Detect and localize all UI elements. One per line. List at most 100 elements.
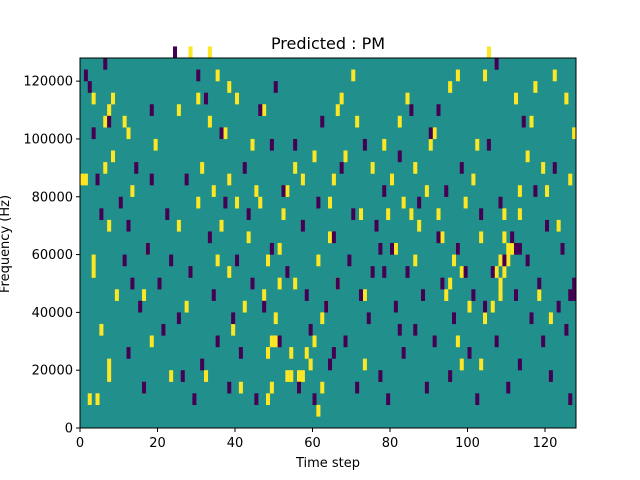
heatmap-cell-high <box>196 196 201 209</box>
heatmap-cell-high <box>475 138 480 151</box>
heatmap-cell-high <box>285 185 290 197</box>
x-tick-label: 100 <box>455 436 480 451</box>
x-tick-label: 120 <box>533 436 558 451</box>
heatmap-cell-low <box>269 138 274 151</box>
heatmap-cell-low <box>455 243 460 255</box>
heatmap-cell-low <box>316 196 321 209</box>
heatmap-cell-low <box>242 162 247 174</box>
x-tick-label: 60 <box>304 436 321 451</box>
heatmap-cell-low <box>262 300 267 313</box>
heatmap-cell-high <box>227 173 232 186</box>
heatmap-cell-high <box>351 69 356 82</box>
heatmap-cell-high <box>397 115 402 128</box>
heatmap-cell-high <box>514 92 519 105</box>
heatmap-cell-low <box>91 127 96 140</box>
heatmap-cell-high <box>308 358 313 371</box>
heatmap-cell-low <box>490 266 495 278</box>
heatmap-cell-low <box>568 289 573 301</box>
heatmap-cell-high <box>227 266 232 278</box>
heatmap-cell-high <box>246 231 251 244</box>
heatmap-cell-low <box>312 393 317 406</box>
heatmap-cell-high <box>207 46 212 59</box>
heatmap-cell-low <box>297 381 302 394</box>
heatmap-cell-high <box>312 150 317 163</box>
heatmap-cell-low <box>471 289 476 301</box>
heatmap-cell-high <box>242 300 247 313</box>
heatmap-cell-high <box>211 185 216 197</box>
heatmap-cell-low <box>161 323 166 336</box>
heatmap-cell-low <box>436 104 441 116</box>
heatmap-cell-high <box>386 208 391 221</box>
heatmap-cell-high <box>362 289 367 301</box>
plot-area <box>79 46 577 429</box>
heatmap-cell-low <box>510 231 515 244</box>
heatmap-cell-low <box>165 208 170 221</box>
heatmap-cell-low <box>393 300 398 313</box>
heatmap-cell-high <box>506 243 511 255</box>
heatmap-cell-high <box>258 196 263 209</box>
heatmap-cell-low <box>207 231 212 244</box>
heatmap-cell-low <box>138 300 143 313</box>
heatmap-cell-high <box>359 208 364 221</box>
heatmap-cell-high <box>448 277 453 290</box>
heatmap-cell-low <box>173 46 178 59</box>
heatmap-cell-high <box>281 208 286 221</box>
heatmap-cell-high <box>498 277 503 290</box>
y-tick-label: 120000 <box>23 75 73 90</box>
heatmap-cell-low <box>192 393 197 406</box>
heatmap-cell-high <box>452 254 457 267</box>
heatmap-cell-high <box>262 289 267 301</box>
heatmap-cell-high <box>335 104 340 116</box>
chart-title: Predicted : PM <box>271 34 385 53</box>
heatmap-cell-low <box>494 335 499 348</box>
heatmap-cell-high <box>316 254 321 267</box>
heatmap-cell-high <box>467 300 472 313</box>
heatmap-cell-high <box>331 173 336 186</box>
heatmap-cell-low <box>149 173 154 186</box>
heatmap-cell-low <box>142 381 147 394</box>
heatmap-cell-high <box>424 185 429 197</box>
heatmap-cell-high <box>83 173 88 186</box>
heatmap-cell-high <box>293 277 298 290</box>
heatmap-cell-high <box>417 219 422 232</box>
heatmap-cell-high <box>289 347 294 359</box>
heatmap-cell-low <box>304 289 309 301</box>
heatmap-cell-high <box>413 162 418 174</box>
heatmap-cell-high <box>200 162 205 174</box>
heatmap-cell-low <box>517 358 522 371</box>
heatmap-cell-high <box>413 254 418 267</box>
heatmap-cell-high <box>254 185 259 197</box>
heatmap-cell-high <box>564 92 569 105</box>
heatmap-cell-high <box>266 393 271 406</box>
heatmap-cell-low <box>339 162 344 174</box>
heatmap-cell-high <box>300 173 305 186</box>
x-tick-label: 80 <box>382 436 399 451</box>
heatmap-cell-low <box>134 162 139 174</box>
heatmap-cell-high <box>316 404 321 417</box>
x-tick-label: 40 <box>227 436 244 451</box>
heatmap-cell-high <box>219 219 224 232</box>
heatmap-cell-high <box>572 127 577 140</box>
x-tick-label: 0 <box>76 436 84 451</box>
heatmap-cell-high <box>533 81 538 93</box>
heatmap-cell-low <box>328 358 333 371</box>
heatmap-cell-high <box>440 231 445 244</box>
heatmap-cell-high <box>95 393 100 406</box>
heatmap-cell-high <box>238 381 243 394</box>
heatmap-cell-high <box>320 312 325 325</box>
heatmap-cell-high <box>269 335 274 348</box>
heatmap-cell-high <box>91 92 96 105</box>
heatmap-cell-low <box>475 393 480 406</box>
heatmap-cell-low <box>514 243 519 255</box>
heatmap-cell-low <box>250 277 255 290</box>
heatmap-cell-high <box>537 289 542 301</box>
heatmap-cell-low <box>564 323 569 336</box>
heatmap-cell-low <box>254 393 259 406</box>
heatmap-cell-high <box>463 196 468 209</box>
heatmap-cell-low <box>196 69 201 82</box>
heatmap-cell-low <box>347 254 352 267</box>
heatmap-cell-high <box>320 381 325 394</box>
heatmap-cell-low <box>238 347 243 359</box>
heatmap-cell-high <box>556 219 561 232</box>
heatmap-cell-low <box>300 219 305 232</box>
